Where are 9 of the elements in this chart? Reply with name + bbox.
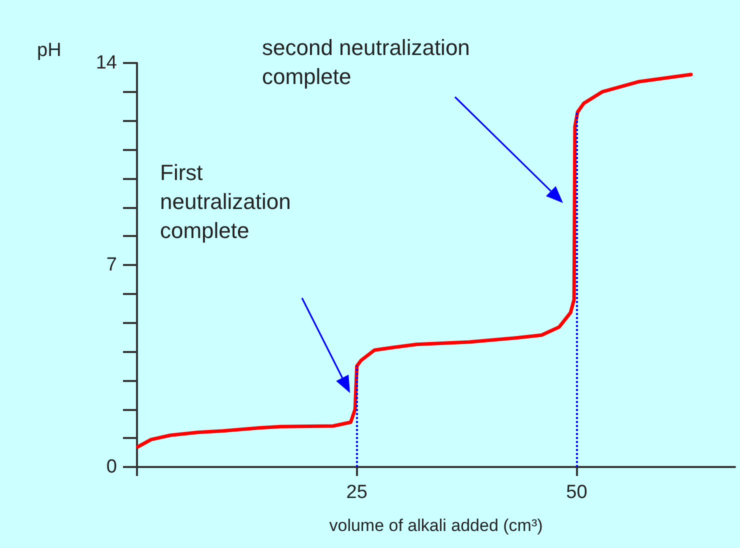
x-tick-label: 50 [566,482,588,503]
x-axis-title: volume of alkali added (cm³) [329,516,543,535]
y-axis-title: pH [37,40,62,61]
y-tick-label: 14 [96,52,118,74]
annotation: second neutralization complete [262,35,476,89]
y-tick-label: 0 [106,456,117,478]
annotation: First neutralization complete [160,160,297,243]
y-tick-label: 7 [106,254,117,276]
x-tick-label: 25 [346,482,368,503]
